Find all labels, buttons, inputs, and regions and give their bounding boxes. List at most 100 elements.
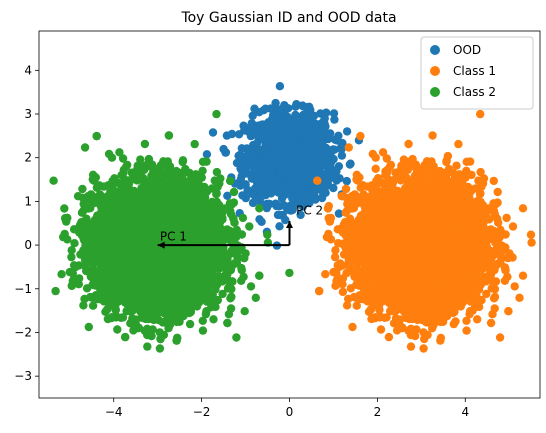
data-point (334, 209, 344, 218)
data-point (325, 217, 335, 226)
data-point (334, 131, 343, 140)
data-point (238, 191, 247, 200)
data-point (272, 135, 281, 144)
data-point (232, 158, 242, 168)
data-point (310, 121, 319, 131)
data-point (515, 293, 524, 302)
data-point (202, 150, 212, 159)
data-point (241, 180, 250, 189)
data-point (219, 144, 228, 154)
data-point (261, 104, 270, 113)
data-point (275, 179, 284, 188)
data-point (404, 139, 413, 149)
data-point (452, 161, 461, 170)
data-point (342, 176, 351, 186)
series-class-1 (313, 109, 536, 353)
data-point (272, 112, 281, 121)
data-point (337, 145, 346, 154)
data-point (227, 129, 237, 139)
data-point (406, 342, 416, 351)
data-point (247, 119, 256, 128)
data-point (285, 185, 295, 194)
data-point (281, 215, 290, 225)
data-point (271, 98, 280, 108)
data-point (246, 128, 256, 137)
data-point (234, 130, 244, 139)
data-point (236, 150, 245, 159)
data-point (283, 205, 292, 214)
data-point (382, 154, 391, 163)
data-point (328, 145, 338, 154)
data-point (245, 161, 255, 170)
data-point (352, 301, 361, 310)
data-point (255, 124, 264, 133)
data-point (264, 121, 273, 130)
data-point (348, 322, 357, 332)
data-point (332, 176, 341, 185)
data-point (289, 123, 299, 132)
data-point (356, 131, 365, 141)
data-point (208, 128, 218, 137)
data-point (280, 101, 289, 110)
data-point (322, 171, 332, 180)
data-point (495, 333, 505, 342)
data-point (436, 336, 445, 345)
data-point (317, 193, 327, 203)
data-point (489, 176, 498, 186)
data-point (338, 287, 348, 297)
data-point (322, 108, 331, 117)
data-point (454, 139, 463, 149)
data-point (473, 315, 482, 324)
scatter-points (49, 82, 536, 353)
data-point (526, 230, 536, 239)
data-point (320, 158, 329, 167)
data-point (442, 156, 451, 165)
data-point (257, 217, 266, 226)
chart-title: Toy Gaussian ID and OOD data (180, 10, 396, 26)
data-point (419, 344, 428, 353)
data-point (330, 115, 339, 124)
data-point (282, 139, 291, 149)
data-point (486, 318, 496, 328)
data-point (274, 188, 283, 197)
data-point (257, 191, 267, 201)
data-point (312, 160, 321, 169)
data-point (449, 319, 458, 329)
data-point (270, 148, 280, 157)
data-point (518, 271, 528, 280)
data-point (299, 145, 308, 154)
data-point (334, 239, 343, 248)
data-point (345, 160, 355, 169)
data-point (296, 160, 306, 169)
data-point (266, 189, 276, 198)
data-point (301, 132, 310, 141)
data-point (371, 164, 380, 173)
data-point (527, 238, 536, 247)
data-point (297, 171, 307, 181)
data-point (310, 131, 319, 141)
series-ood (202, 82, 364, 250)
data-point (428, 131, 437, 140)
data-point (257, 135, 267, 144)
data-point (314, 148, 324, 157)
data-point (256, 166, 265, 175)
data-point (329, 183, 338, 193)
data-point (264, 163, 274, 172)
data-point (275, 222, 284, 231)
data-point (342, 127, 352, 136)
data-point (275, 82, 285, 91)
data-point (277, 153, 286, 163)
data-point (408, 154, 417, 164)
data-point (493, 187, 502, 197)
data-point (318, 129, 327, 139)
data-point (242, 144, 252, 153)
data-point (508, 222, 518, 231)
data-point (273, 210, 283, 220)
data-point (384, 332, 394, 342)
data-point (273, 123, 283, 133)
data-point (329, 109, 339, 118)
data-point (299, 184, 308, 194)
data-point (261, 175, 271, 184)
data-point (318, 139, 327, 148)
